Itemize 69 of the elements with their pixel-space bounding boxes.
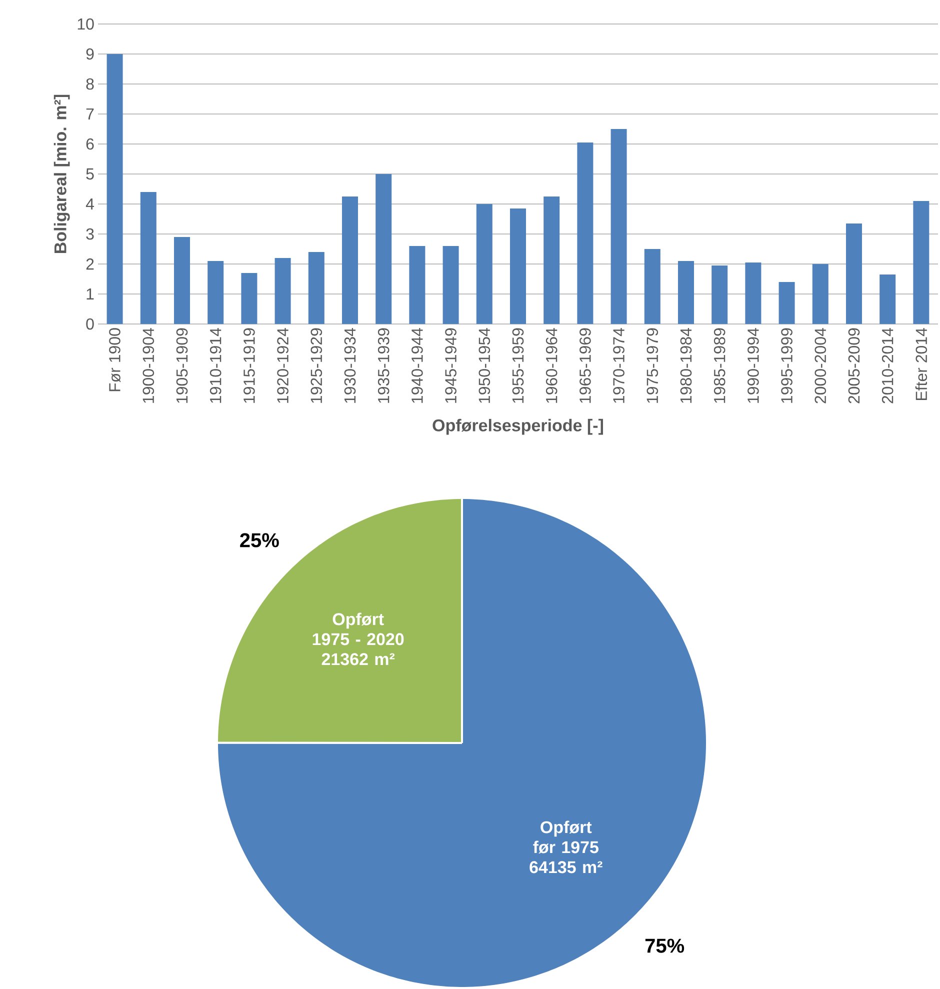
bar <box>678 261 694 324</box>
x-tick-label: 1980-1984 <box>680 328 692 403</box>
y-tick-label: 10 <box>78 18 94 30</box>
x-tick-label: 1930-1934 <box>344 328 356 403</box>
x-tick-label: 1945-1949 <box>445 328 456 403</box>
x-tick-label: 1960-1964 <box>546 328 558 403</box>
y-tick-label: 3 <box>86 228 94 240</box>
bar <box>778 282 795 324</box>
x-tick-label: Før 1900 <box>109 328 121 392</box>
bar <box>812 264 828 324</box>
x-tick-label: 2005-2009 <box>848 328 860 404</box>
x-tick-label: 1985-1989 <box>714 328 726 403</box>
bar <box>577 142 594 324</box>
bar <box>308 252 324 324</box>
bar <box>610 129 627 324</box>
y-tick-label: 8 <box>86 78 94 90</box>
x-tick-label: 1925-1929 <box>310 328 322 403</box>
bar <box>274 258 291 324</box>
y-tick-label: 5 <box>86 168 94 180</box>
x-tick-label: 1955-1959 <box>512 328 524 403</box>
x-tick-label: 1935-1939 <box>378 328 390 403</box>
y-tick-label: 4 <box>86 198 94 210</box>
x-tick-label: Efter 2014 <box>915 328 928 400</box>
bar <box>476 204 492 324</box>
bar <box>241 273 258 324</box>
bar <box>880 274 896 324</box>
slice-label: Opført 1975 - 2020 <box>312 612 404 646</box>
x-tick-label: 1970-1974 <box>613 328 624 403</box>
bar <box>106 54 123 324</box>
y-tick-label: 9 <box>86 48 94 60</box>
bar <box>510 208 526 324</box>
x-tick-label: 1915-1919 <box>244 328 255 403</box>
x-tick-label: 1920-1924 <box>277 328 288 403</box>
bar <box>644 249 660 324</box>
bar <box>208 261 224 324</box>
x-tick-label: 1965-1969 <box>580 328 591 403</box>
y-tick-label: 7 <box>86 108 94 120</box>
y-tick-label: 0 <box>86 318 94 330</box>
x-tick-label: 2010-2014 <box>882 328 894 404</box>
bar <box>745 262 762 324</box>
x-tick-label: 1910-1914 <box>210 328 222 403</box>
y-tick-label: 2 <box>86 258 94 270</box>
bar <box>442 246 459 324</box>
bar <box>376 174 392 324</box>
x-tick-label: 1950-1954 <box>478 328 490 403</box>
text: 25% <box>240 533 279 548</box>
bar <box>846 224 862 324</box>
data-label: 21362 m² <box>322 653 395 666</box>
x-tick-label: 1905-1909 <box>176 328 188 403</box>
x-tick-label: 1975-1979 <box>646 328 658 403</box>
text: 75% <box>645 938 684 953</box>
y-tick-label: 6 <box>86 138 94 150</box>
x-tick-label: 2000-2004 <box>814 328 826 404</box>
bar <box>913 201 930 324</box>
slice-label: Opført før 1975 <box>533 820 598 854</box>
x-tick-label: 1940-1944 <box>412 328 423 403</box>
bar <box>342 196 358 324</box>
bar <box>409 246 426 324</box>
bar <box>544 196 560 324</box>
x-axis-title: Opførelsesperiode [-] <box>432 418 603 435</box>
x-tick-label: 1995-1999 <box>781 328 792 403</box>
data-label: 64135 m² <box>530 861 602 874</box>
x-tick-label: 1990-1994 <box>748 328 759 403</box>
x-tick-label: 1900-1904 <box>142 328 154 403</box>
bar <box>174 237 190 324</box>
y-axis-title: Boligareal [mio. m²] <box>54 94 70 253</box>
bar <box>140 192 156 324</box>
bar <box>712 266 728 324</box>
y-tick-label: 1 <box>86 288 94 300</box>
